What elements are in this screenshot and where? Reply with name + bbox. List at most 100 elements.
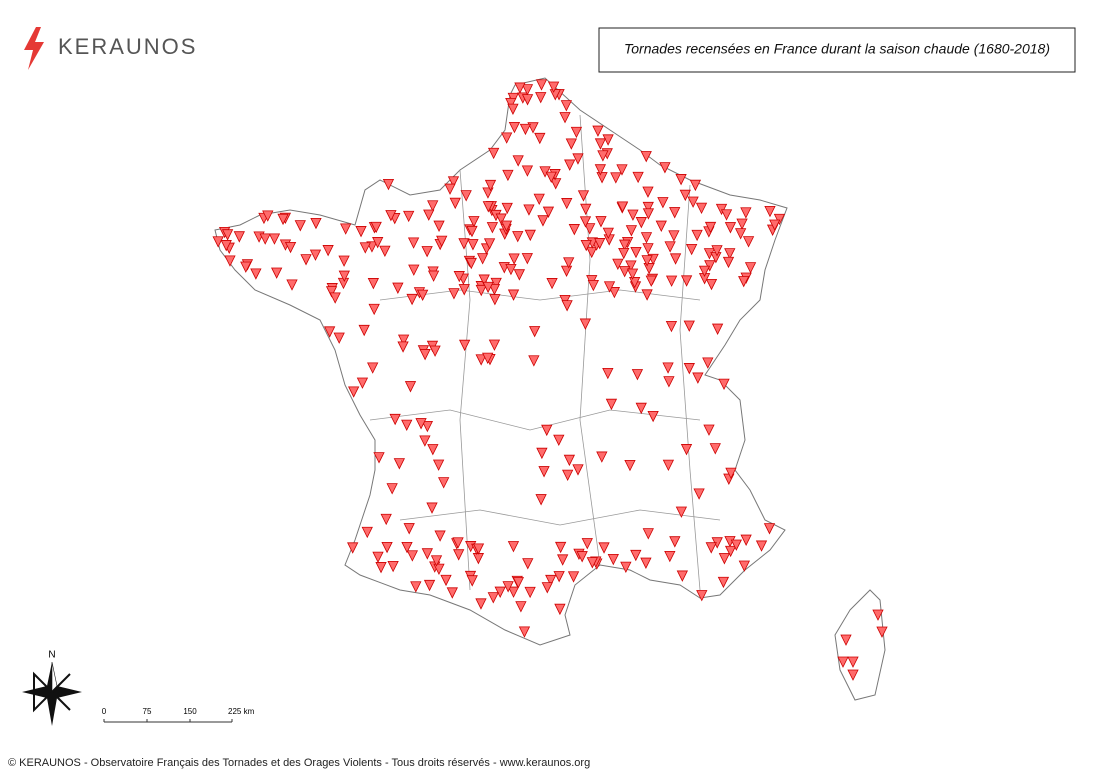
tornado-marker [554, 541, 567, 554]
map-title: Tornades recensées en France durant la s… [624, 41, 1050, 57]
tornado-marker [372, 237, 384, 249]
tornado-marker [624, 459, 636, 472]
tornado-marker [446, 587, 458, 599]
tornado-marker [616, 201, 629, 213]
tornado-marker [309, 249, 322, 261]
tornado-marker [565, 138, 577, 150]
tornado-marker [559, 112, 571, 124]
tornado-marker [277, 213, 289, 226]
tornado-marker [533, 193, 545, 206]
tornado-marker [632, 171, 644, 184]
tornado-marker [542, 206, 555, 218]
tornado-marker [597, 150, 609, 162]
tornado-marker [495, 213, 507, 225]
tornado-marker [387, 560, 399, 573]
logo-text: KERAUNOS [58, 34, 197, 59]
tornado-marker [740, 207, 752, 219]
tornado-marker [535, 494, 547, 506]
tornado-marker [513, 269, 526, 281]
tornado-marker [675, 174, 687, 186]
tornado-marker [379, 245, 391, 258]
tornado-marker [426, 502, 438, 514]
footer: © KERAUNOS - Observatoire Français des T… [8, 757, 590, 769]
tornado-marker [507, 103, 519, 115]
tornado-marker [440, 574, 452, 587]
tornado-marker [664, 241, 676, 253]
tornado-marker [618, 247, 630, 260]
tornado-marker [689, 179, 702, 192]
tornado-marker [572, 153, 584, 165]
tornado-marker [487, 147, 500, 160]
tornado-marker [505, 98, 517, 110]
tornado-marker [359, 242, 371, 254]
tornado-marker [724, 222, 737, 234]
tornado-marker [220, 240, 232, 252]
tornado-marker [616, 164, 628, 176]
tornado-marker [607, 553, 619, 566]
tornado-marker [501, 202, 513, 215]
tornado-marker [553, 434, 565, 447]
tornado-marker [423, 579, 436, 592]
tornado-marker [722, 256, 735, 269]
tornado-marker [840, 634, 852, 646]
tornado-marker [693, 488, 705, 500]
tornado-marker [635, 217, 647, 229]
tornado-marker [692, 372, 704, 384]
tornado-marker [610, 172, 622, 184]
tornado-marker [594, 138, 607, 150]
tornado-marker [478, 274, 490, 286]
tornado-marker [356, 377, 369, 389]
tornado-marker [553, 571, 565, 583]
tornado-marker [347, 542, 359, 554]
tornado-marker [476, 253, 489, 265]
tornado-marker [773, 213, 786, 226]
tornado-marker [373, 452, 385, 464]
tornado-marker [620, 561, 632, 574]
tornado-marker [406, 550, 419, 562]
tornado-marker [501, 132, 513, 144]
tornado-marker [453, 549, 465, 561]
tornado-marker [436, 235, 448, 248]
tornado-marker [872, 609, 884, 621]
tornado-marker [680, 275, 693, 287]
tornado-marker [389, 413, 401, 426]
tornado-marker [683, 320, 695, 332]
tornado-marker [586, 557, 598, 569]
tornado-marker [368, 303, 380, 316]
tornado-marker [642, 208, 655, 220]
tornado-marker [472, 543, 485, 555]
tornado-marker [518, 626, 531, 638]
tornado-marker [696, 590, 708, 602]
tornado-marker [640, 232, 653, 244]
tornado-marker [300, 254, 312, 266]
land [214, 77, 886, 701]
tornado-marker [625, 260, 637, 272]
department-border [679, 184, 701, 591]
tornado-marker [876, 626, 888, 638]
tornado-marker [427, 270, 440, 282]
tornado-marker [602, 134, 614, 146]
tornado-marker [430, 555, 443, 567]
tornado-marker [663, 376, 675, 388]
tornado-marker [514, 82, 526, 94]
tornado-marker [421, 548, 433, 560]
tornado-marker [427, 444, 439, 456]
tornado-marker [627, 209, 639, 221]
tornado-marker [669, 207, 681, 219]
tornado-marker [310, 217, 322, 230]
tornado-marker [596, 172, 608, 184]
compass-diagonals [33, 671, 71, 713]
tornado-marker [507, 586, 520, 598]
tornado-marker [744, 262, 757, 274]
tornado-marker [541, 424, 553, 437]
tornado-marker [482, 352, 494, 365]
tornado-marker [482, 201, 494, 213]
tornado-marker [657, 197, 669, 209]
tornado-marker [419, 349, 431, 361]
tornado-marker [769, 219, 781, 231]
tornado-marker [240, 261, 252, 273]
tornado-marker [605, 398, 618, 411]
tornado-marker [567, 571, 580, 583]
tornado-marker [640, 557, 652, 569]
tornado-marker [434, 530, 446, 542]
